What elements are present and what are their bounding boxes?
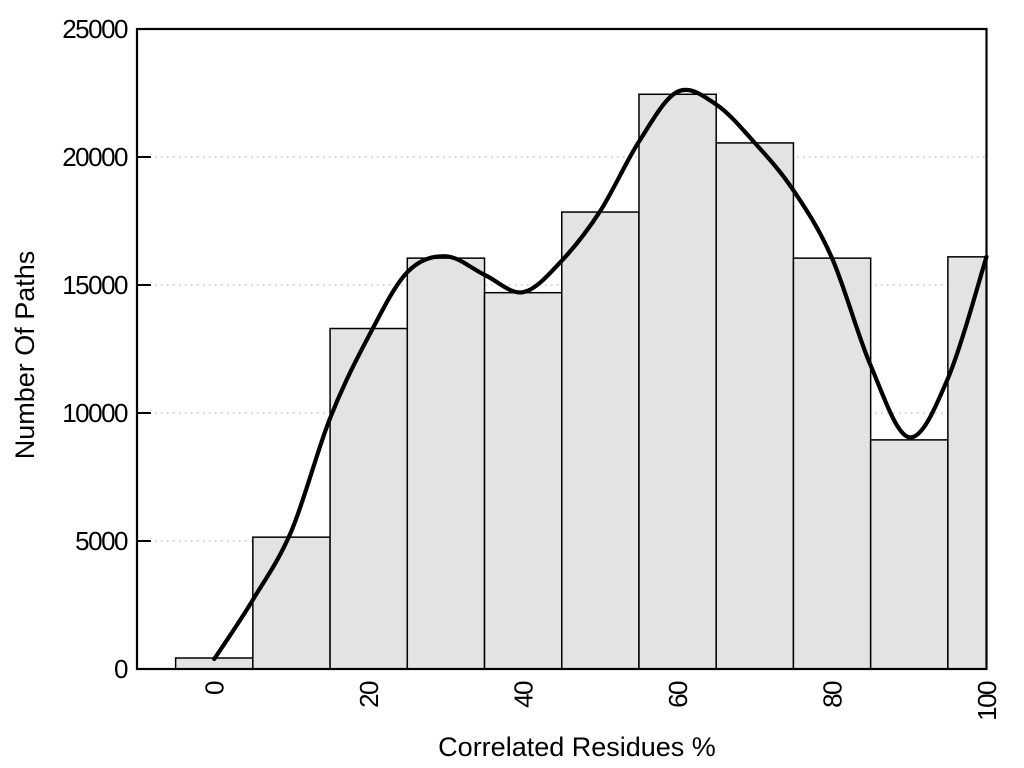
x-tick-label: 80 bbox=[818, 681, 848, 708]
x-tick-label: 20 bbox=[354, 681, 384, 708]
x-axis-title: Correlated Residues % bbox=[438, 732, 716, 762]
y-tick-label: 5000 bbox=[75, 526, 128, 556]
density-curve bbox=[212, 87, 989, 662]
x-tick-label: 60 bbox=[663, 681, 693, 708]
histogram-bar bbox=[869, 439, 949, 670]
histogram-bar bbox=[329, 327, 409, 670]
y-axis-title: Number Of Paths bbox=[10, 250, 40, 460]
y-tick-label: 0 bbox=[114, 654, 128, 684]
y-tick-label: 20000 bbox=[62, 142, 128, 172]
histogram-bar bbox=[252, 536, 331, 670]
x-tick-label: 40 bbox=[509, 681, 539, 708]
plot-frame bbox=[135, 27, 988, 671]
histogram-bar bbox=[406, 257, 486, 670]
x-tick-label: 0 bbox=[200, 681, 230, 695]
histogram-bar bbox=[792, 257, 872, 670]
histogram-bar bbox=[638, 93, 717, 670]
y-tick-label: 15000 bbox=[62, 270, 128, 300]
histogram-bar bbox=[483, 291, 563, 670]
x-tick-label: 100 bbox=[972, 681, 1002, 721]
y-tick-label: 25000 bbox=[62, 14, 128, 44]
histogram-bar bbox=[715, 142, 795, 670]
y-tick-label: 10000 bbox=[62, 398, 128, 428]
histogram-bar bbox=[561, 211, 640, 670]
